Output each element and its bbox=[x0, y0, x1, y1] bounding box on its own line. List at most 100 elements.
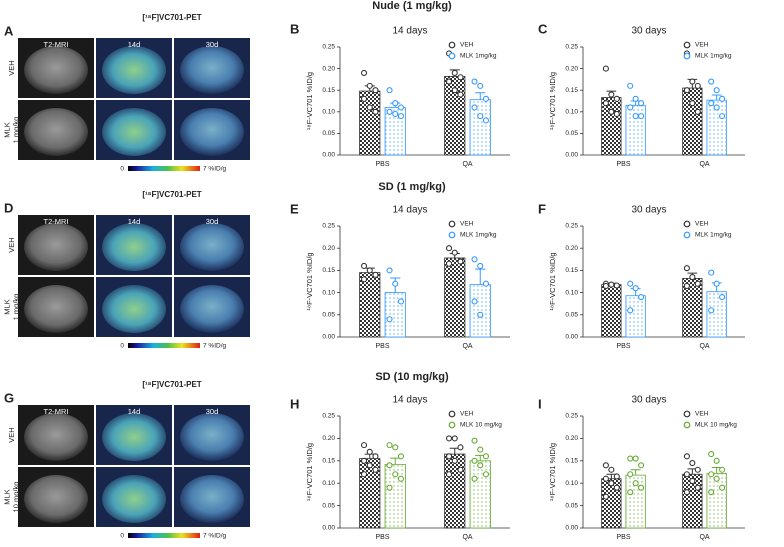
y-tick-label: 0.05 bbox=[565, 130, 578, 137]
data-point bbox=[608, 480, 615, 487]
error-bar bbox=[711, 94, 722, 101]
data-point bbox=[397, 298, 405, 305]
data-point bbox=[482, 471, 490, 478]
data-point bbox=[471, 457, 478, 464]
data-point bbox=[613, 95, 620, 102]
bar bbox=[359, 272, 381, 338]
data-point bbox=[602, 462, 609, 469]
legend-marker bbox=[683, 41, 691, 49]
brain-image bbox=[180, 108, 244, 156]
data-point bbox=[708, 451, 715, 458]
y-axis-label: ¹⁸F-VC701 %ID/g bbox=[548, 72, 557, 130]
data-point bbox=[386, 108, 393, 115]
y-tick-label: 0.20 bbox=[322, 65, 335, 72]
row-label: 1 mg/kg bbox=[11, 294, 20, 321]
x-tick-label: QA bbox=[462, 343, 472, 350]
brain-image bbox=[102, 413, 166, 461]
data-point bbox=[360, 95, 368, 102]
y-tick-label: 0.00 bbox=[322, 525, 335, 532]
bar bbox=[682, 87, 703, 156]
data-point bbox=[638, 484, 645, 491]
data-point bbox=[457, 258, 464, 265]
data-point bbox=[683, 453, 690, 460]
x-tick-label: PBS bbox=[375, 343, 389, 350]
y-axis-label: ¹⁸F-VC701 %ID/g bbox=[305, 72, 314, 130]
x-tick-label: PBS bbox=[375, 161, 389, 168]
data-point bbox=[708, 489, 715, 496]
data-point bbox=[477, 82, 484, 89]
bar bbox=[625, 104, 646, 156]
pet-header: [¹⁸F]VC701-PET bbox=[142, 380, 201, 389]
data-point bbox=[445, 78, 453, 85]
legend-label: VEH bbox=[460, 221, 474, 228]
brain-image bbox=[24, 285, 88, 333]
chart-title: 14 days bbox=[392, 205, 427, 216]
y-tick-label: 0.15 bbox=[322, 87, 335, 94]
data-point bbox=[372, 453, 379, 460]
panel-letter: I bbox=[538, 396, 542, 411]
data-point bbox=[360, 442, 368, 449]
data-point bbox=[360, 457, 368, 464]
data-point bbox=[602, 493, 609, 500]
brain-image bbox=[180, 413, 244, 461]
y-tick-label: 0.05 bbox=[322, 502, 335, 509]
brain-image bbox=[102, 475, 166, 523]
legend-label: VEH bbox=[460, 42, 474, 49]
bar bbox=[469, 460, 491, 529]
data-point bbox=[366, 82, 373, 89]
error-bar bbox=[475, 92, 486, 100]
data-point bbox=[708, 100, 715, 107]
legend-label: MLK 1mg/kg bbox=[460, 53, 497, 60]
y-tick-label: 0.10 bbox=[322, 109, 335, 116]
data-point bbox=[366, 462, 373, 469]
brain-image bbox=[24, 46, 88, 94]
data-point bbox=[694, 280, 701, 287]
data-point bbox=[627, 82, 634, 89]
y-tick-label: 0.25 bbox=[565, 223, 578, 230]
data-point bbox=[477, 113, 484, 120]
legend-label: MLK 10 mg/kg bbox=[695, 422, 737, 429]
legend-label: MLK 1mg/kg bbox=[695, 53, 732, 60]
colorbar-label: 7 %ID/g bbox=[203, 166, 227, 173]
data-point bbox=[457, 444, 464, 451]
data-point bbox=[613, 473, 620, 480]
y-tick-label: 0.20 bbox=[322, 435, 335, 442]
brain-image bbox=[180, 475, 244, 523]
pet-header: [¹⁸F]VC701-PET bbox=[142, 190, 201, 199]
data-point bbox=[445, 245, 453, 252]
data-point bbox=[627, 104, 634, 111]
y-axis-label: ¹⁸F-VC701 %ID/g bbox=[548, 443, 557, 501]
data-point bbox=[689, 459, 696, 467]
data-point bbox=[397, 475, 405, 482]
data-point bbox=[602, 100, 609, 107]
y-tick-label: 0.00 bbox=[565, 334, 578, 341]
data-point bbox=[613, 110, 620, 118]
colorbar-label: 7 %ID/g bbox=[203, 533, 227, 540]
y-tick-label: 0.00 bbox=[565, 152, 578, 159]
data-point bbox=[451, 69, 458, 76]
data-point bbox=[386, 484, 393, 491]
error-bar bbox=[475, 268, 486, 285]
data-point bbox=[372, 108, 379, 115]
y-tick-label: 0.15 bbox=[565, 267, 578, 274]
data-point bbox=[708, 471, 715, 478]
data-point bbox=[451, 249, 458, 256]
colorbar-label: 0 bbox=[120, 343, 124, 350]
legend-label: VEH bbox=[695, 42, 709, 49]
data-point bbox=[638, 113, 645, 120]
y-tick-label: 0.05 bbox=[565, 502, 578, 509]
row-label: MLK bbox=[2, 489, 11, 504]
data-point bbox=[372, 271, 379, 278]
column-label: 30d bbox=[206, 40, 219, 49]
y-tick-label: 0.05 bbox=[322, 130, 335, 137]
x-tick-label: QA bbox=[699, 161, 709, 168]
y-tick-label: 0.10 bbox=[322, 289, 335, 296]
y-tick-label: 0.00 bbox=[322, 334, 335, 341]
data-point bbox=[471, 298, 478, 305]
data-point bbox=[445, 435, 453, 442]
data-point bbox=[708, 78, 715, 85]
data-point bbox=[608, 91, 615, 98]
data-point bbox=[627, 471, 634, 478]
row-label: VEH bbox=[7, 427, 16, 442]
section-title: SD (1 mg/kg) bbox=[378, 181, 446, 193]
